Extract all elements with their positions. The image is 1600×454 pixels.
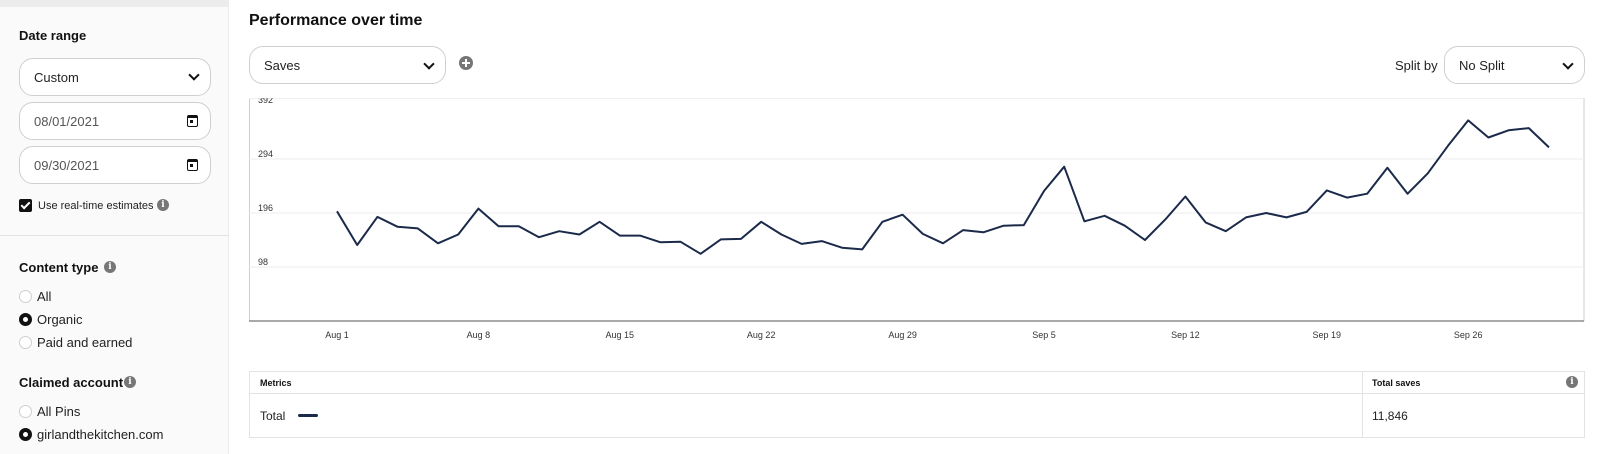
content-type-organic-radio[interactable] [19, 313, 32, 326]
claimed-site-label: girlandthekitchen.com [37, 427, 164, 442]
saves-series-line [336, 119, 1550, 255]
y-tick-label: 392 [258, 98, 273, 105]
y-tick-label: 196 [258, 203, 273, 213]
x-tick-label: Aug 1 [325, 330, 349, 340]
date-range-title: Date range [19, 28, 87, 43]
split-by-value: No Split [1459, 57, 1505, 73]
chevron-down-icon [1562, 58, 1574, 70]
column-divider [1362, 372, 1363, 437]
chevron-down-icon [423, 58, 435, 70]
split-by-label: Split by [1395, 58, 1438, 73]
total-saves-value: 11,846 [1372, 409, 1408, 423]
claimed-account-title: Claimed account [19, 375, 124, 390]
claimed-site-radio[interactable] [19, 428, 32, 441]
x-tick-label: Aug 29 [888, 330, 917, 340]
sidebar-top-strip [0, 0, 229, 7]
date-range-select[interactable]: Custom [19, 58, 211, 96]
end-date-field[interactable]: 09/30/2021 [19, 146, 211, 184]
x-tick-label: Sep 5 [1032, 330, 1056, 340]
total-row-label: Total [260, 409, 286, 423]
content-type-paid-label: Paid and earned [37, 335, 133, 350]
metric-select-value: Saves [264, 57, 301, 73]
performance-chart: 98 196 294 392 Aug 1 Aug 8 Aug 15 Aug 22 Aug 29 S… [249, 98, 1585, 346]
x-tick-label: Aug 15 [606, 330, 635, 340]
add-metric-icon[interactable] [459, 56, 473, 70]
info-icon[interactable]: i [104, 261, 116, 273]
content-type-all-label: All [37, 289, 52, 304]
metrics-table: Metrics Total saves i Total 11,846 [249, 371, 1585, 438]
content-type-organic-label: Organic [37, 312, 83, 327]
end-date-value: 09/30/2021 [34, 158, 100, 173]
x-tick-label: Aug 22 [747, 330, 776, 340]
info-icon[interactable]: i [1566, 376, 1578, 388]
claimed-all-pins-radio[interactable] [19, 405, 32, 418]
sidebar-divider [0, 235, 229, 236]
calendar-icon[interactable] [187, 159, 198, 171]
realtime-estimates-label: Use real-time estimates [38, 200, 154, 212]
table-header: Metrics Total saves i [250, 372, 1584, 394]
y-tick-label: 98 [258, 257, 268, 267]
y-tick-label: 294 [258, 149, 273, 159]
page-title: Performance over time [249, 12, 423, 29]
content-type-all-radio[interactable] [19, 290, 32, 303]
calendar-icon[interactable] [187, 115, 198, 127]
split-by-select[interactable]: No Split [1444, 46, 1585, 84]
x-tick-label: Aug 8 [467, 330, 491, 340]
total-saves-header: Total saves [1372, 378, 1421, 388]
metric-select[interactable]: Saves [249, 46, 446, 84]
x-tick-label: Sep 26 [1454, 330, 1483, 340]
x-tick-label: Sep 12 [1171, 330, 1200, 340]
realtime-estimates-checkbox[interactable] [19, 199, 32, 212]
info-icon[interactable]: i [157, 199, 169, 211]
chevron-down-icon [188, 69, 200, 81]
filters-sidebar: Date range Custom 08/01/2021 09/30/2021 … [0, 0, 229, 454]
date-range-select-value: Custom [34, 69, 79, 85]
series-legend-swatch [298, 414, 318, 417]
line-chart-svg: 98 196 294 392 Aug 1 Aug 8 Aug 15 Aug 22 Aug 29 S… [249, 98, 1585, 340]
metrics-header: Metrics [260, 378, 292, 388]
claimed-all-pins-label: All Pins [37, 404, 81, 419]
content-type-paid-radio[interactable] [19, 336, 32, 349]
x-tick-label: Sep 19 [1313, 330, 1342, 340]
start-date-field[interactable]: 08/01/2021 [19, 102, 211, 140]
content-type-title: Content type [19, 260, 99, 275]
info-icon[interactable]: i [124, 376, 136, 388]
start-date-value: 08/01/2021 [34, 114, 100, 129]
